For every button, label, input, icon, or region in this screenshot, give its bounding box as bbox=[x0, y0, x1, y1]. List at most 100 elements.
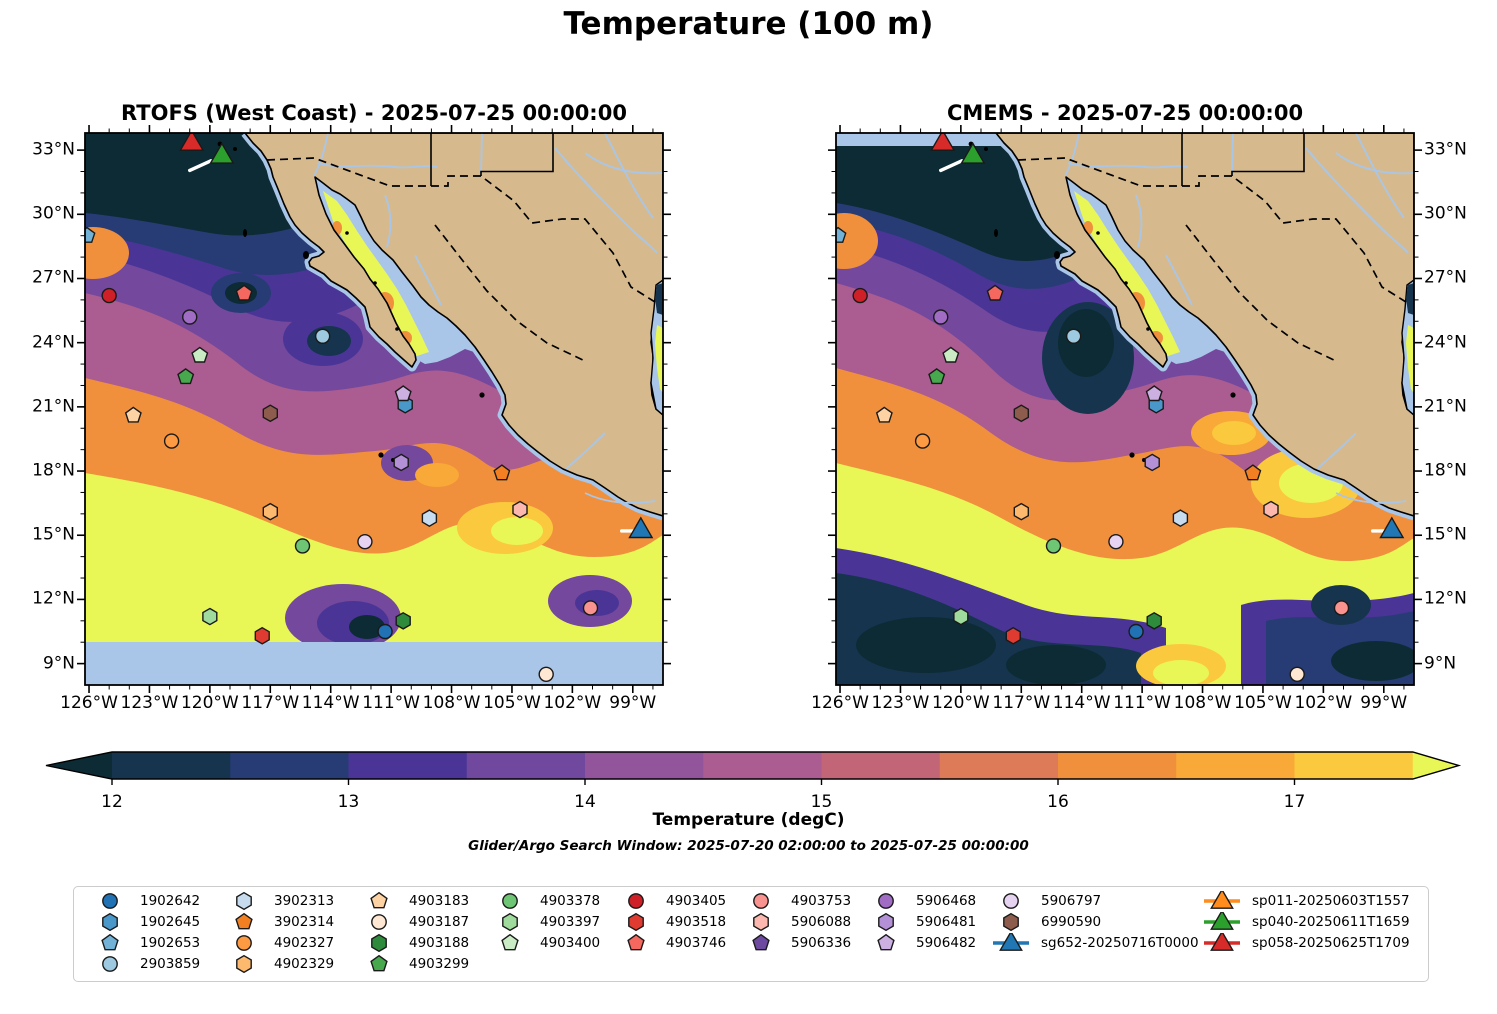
legend-entry-label: sp011-20250603T1557 bbox=[1252, 893, 1410, 909]
argo-marker-4903405 bbox=[852, 287, 868, 304]
lon-tick-label: 123°W bbox=[871, 693, 930, 713]
legend-entry-4903753: 4903753 bbox=[741, 891, 851, 911]
lat-tick-label: 21°N bbox=[32, 396, 75, 417]
legend-entry-5906481: 5906481 bbox=[866, 912, 976, 932]
legend-entry-4903187: 4903187 bbox=[359, 912, 469, 932]
map-cmems bbox=[828, 125, 1422, 693]
lat-tick-label: 30°N bbox=[32, 203, 75, 224]
legend-entry-2903859: 2903859 bbox=[90, 954, 200, 974]
argo-marker-5906482 bbox=[1145, 385, 1163, 402]
lon-tick-label: 111°W bbox=[362, 693, 420, 713]
legend-entry-label: 4903397 bbox=[540, 914, 601, 930]
legend-entry-4903299: 4903299 bbox=[359, 954, 469, 974]
argo-marker-5906481 bbox=[1144, 453, 1160, 472]
legend-marker-4903400 bbox=[501, 933, 519, 951]
lon-tick-label: 126°W bbox=[60, 693, 118, 713]
lon-tick-label: 108°W bbox=[1173, 693, 1232, 713]
lon-tick-label: 99°W bbox=[1360, 693, 1408, 713]
legend-entry-5906336: 5906336 bbox=[741, 933, 851, 953]
lat-tick-label: 24°N bbox=[32, 332, 75, 353]
legend-entry-label: 1902653 bbox=[140, 935, 201, 951]
legend-entry-label: sp040-20250611T1659 bbox=[1252, 914, 1410, 930]
lat-tick-label: 12°N bbox=[1424, 588, 1467, 609]
hexagon-marker-icon bbox=[102, 912, 118, 932]
lon-tick-label: 117°W bbox=[241, 693, 300, 713]
argo-marker-5906468 bbox=[933, 309, 949, 325]
panel-title-cmems: CMEMS - 2025-07-25 00:00:00 bbox=[946, 101, 1304, 125]
legend-marker-2903859 bbox=[102, 956, 118, 972]
lat-tick-label: 12°N bbox=[32, 588, 75, 609]
lat-tick-label: 15°N bbox=[32, 524, 75, 545]
argo-marker-5906468 bbox=[182, 309, 198, 325]
lat-tick-label: 30°N bbox=[1424, 203, 1467, 224]
legend-entry-4903188: 4903188 bbox=[359, 933, 469, 953]
legend-entry-4903378: 4903378 bbox=[490, 891, 600, 911]
legend-entry-5906088: 5906088 bbox=[741, 912, 851, 932]
colorbar-tick-label: 15 bbox=[810, 792, 833, 812]
circle-marker-icon bbox=[371, 914, 387, 930]
lon-tick-label: 102°W bbox=[543, 693, 602, 713]
legend-entry-4902327: 4902327 bbox=[224, 933, 334, 953]
glider-marker-sp040-20250611T1659 bbox=[209, 142, 235, 164]
legend-entry-label: 4902329 bbox=[274, 956, 335, 972]
legend-entry-label: 5906482 bbox=[916, 935, 977, 951]
figure-title: Temperature (100 m) bbox=[563, 6, 934, 42]
triangle-marker-icon bbox=[993, 933, 1029, 951]
hexagon-marker-icon bbox=[1003, 912, 1019, 932]
hexagon-marker-icon bbox=[753, 912, 769, 932]
legend-entry-sp058-20250625T1709: sp058-20250625T1709 bbox=[1202, 933, 1410, 953]
argo-marker-4902327 bbox=[163, 433, 180, 449]
legend-entry-label: 5906468 bbox=[916, 893, 977, 909]
legend-entry-4903518: 4903518 bbox=[616, 912, 726, 932]
circle-marker-icon bbox=[1003, 893, 1019, 909]
argo-marker-5906482 bbox=[394, 385, 412, 402]
lon-tick-label: 117°W bbox=[992, 693, 1051, 713]
pentagon-marker-icon bbox=[752, 933, 770, 951]
triangle-marker-icon bbox=[1204, 933, 1240, 951]
legend-marker-4903753 bbox=[753, 893, 769, 909]
legend-entry-label: 4903518 bbox=[666, 914, 727, 930]
lon-tick-label: 102°W bbox=[1294, 693, 1353, 713]
argo-marker-4903518 bbox=[1005, 626, 1021, 645]
argo-marker-4903400 bbox=[191, 346, 209, 363]
legend-entry-label: 4903187 bbox=[409, 914, 470, 930]
legend-entry-1902645: 1902645 bbox=[90, 912, 200, 932]
legend-marker-5906336 bbox=[752, 933, 770, 951]
argo-marker-5906088 bbox=[512, 500, 528, 519]
axes-spine bbox=[835, 132, 1415, 686]
legend-marker-3902313 bbox=[236, 891, 252, 911]
argo-marker-6990590 bbox=[1013, 404, 1030, 423]
legend-entry-label: 1902645 bbox=[140, 914, 201, 930]
argo-marker-4903188 bbox=[395, 611, 411, 630]
argo-marker-4903378 bbox=[294, 538, 311, 554]
pentagon-marker-icon bbox=[627, 933, 645, 951]
legend-marker-5906482 bbox=[877, 933, 895, 951]
legend-marker-sg652-20250716T0000 bbox=[999, 933, 1023, 951]
legend-entry-5906482: 5906482 bbox=[866, 933, 976, 953]
lat-tick-label: 33°N bbox=[1424, 139, 1467, 160]
argo-marker-4903397 bbox=[202, 607, 218, 626]
legend-entry-label: 4903400 bbox=[540, 935, 601, 951]
argo-marker-1902642 bbox=[377, 623, 393, 640]
colorbar-tick-label: 17 bbox=[1283, 792, 1306, 812]
legend-marker-4903188 bbox=[371, 933, 387, 953]
argo-marker-4903753 bbox=[1333, 600, 1350, 616]
axes-spine bbox=[84, 132, 664, 686]
legend-marker-5906468 bbox=[878, 893, 894, 909]
argo-marker-5906797 bbox=[1108, 533, 1124, 550]
legend-entry-5906797: 5906797 bbox=[991, 891, 1101, 911]
pentagon-marker-icon bbox=[501, 933, 519, 951]
legend-entry-4903405: 4903405 bbox=[616, 891, 726, 911]
circle-marker-icon bbox=[502, 893, 518, 909]
lat-tick-label: 27°N bbox=[32, 267, 75, 288]
legend-entry-label: 5906797 bbox=[1041, 893, 1102, 909]
legend-entry-label: 4903746 bbox=[666, 935, 727, 951]
legend-entry-label: 4903299 bbox=[409, 956, 470, 972]
argo-marker-4903299 bbox=[177, 368, 195, 385]
legend-entry-label: 1902642 bbox=[140, 893, 201, 909]
legend-marker-5906797 bbox=[1003, 893, 1019, 909]
argo-marker-4903397 bbox=[953, 607, 969, 626]
legend-entry-label: 4902327 bbox=[274, 935, 335, 951]
colorbar-under-arrow bbox=[46, 752, 112, 779]
legend-entry-5906468: 5906468 bbox=[866, 891, 976, 911]
